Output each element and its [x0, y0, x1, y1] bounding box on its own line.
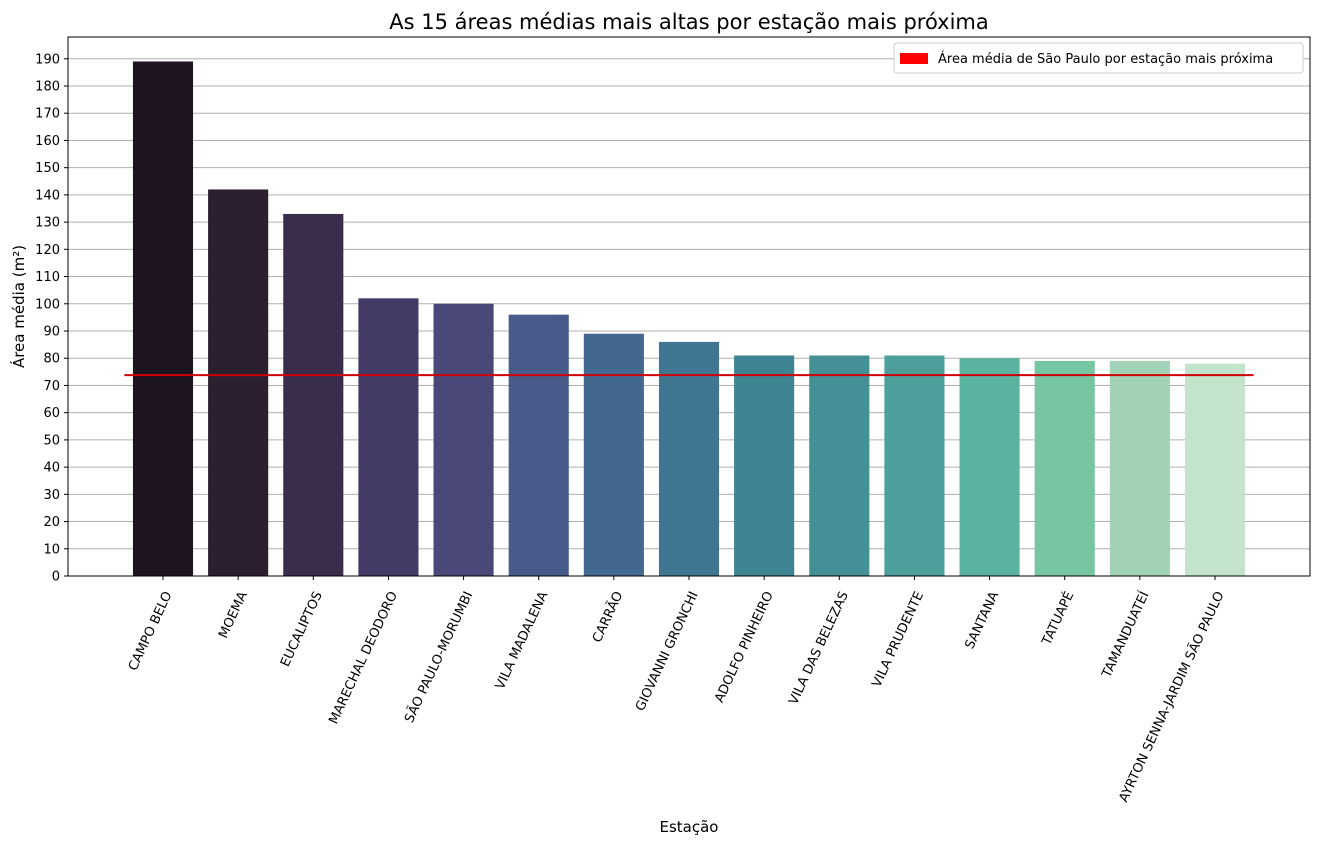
y-tick-label: 190 [35, 52, 60, 67]
x-tick-label: CAMPO BELO [126, 589, 176, 673]
y-tick-label: 130 [35, 216, 60, 231]
x-tick-label: VILA DAS BELEZAS [786, 589, 852, 707]
x-tick-label: GIOVANNI GRONCHI [633, 589, 702, 713]
bar [959, 358, 1020, 576]
bar [658, 341, 720, 576]
y-tick-label: 100 [35, 297, 60, 312]
bar [283, 213, 344, 576]
bar [1184, 363, 1246, 576]
bar [884, 355, 945, 576]
y-tick-label: 80 [43, 352, 60, 367]
bar [1109, 360, 1170, 576]
x-tick-label: VILA MADALENA [493, 589, 552, 692]
bar [208, 189, 269, 576]
x-tick-label: SÃO PAULO-MORUMBI [401, 589, 476, 725]
bar [433, 303, 494, 576]
y-tick-label: 150 [35, 161, 60, 176]
bar [734, 355, 795, 576]
legend: Área média de São Paulo por estação mais… [893, 42, 1304, 74]
x-tick-label: MARECHAL DEODORO [326, 589, 401, 726]
bar [583, 333, 644, 576]
y-tick-label: 110 [35, 270, 60, 285]
y-tick-label: 160 [35, 134, 60, 149]
y-tick-label: 10 [43, 542, 60, 557]
legend-box [893, 42, 1304, 74]
chart-title: As 15 áreas médias mais altas por estaçã… [389, 10, 989, 34]
bars [132, 61, 1246, 576]
y-tick-label: 70 [43, 379, 60, 394]
x-tick-label: TAMANDUATEÍ [1098, 589, 1152, 681]
y-tick-label: 50 [43, 433, 60, 448]
x-tick-label: SANTANA [963, 589, 1003, 651]
x-tick-label: CARRÃO [589, 589, 626, 645]
bar [358, 298, 419, 576]
y-tick-label: 90 [43, 325, 60, 340]
legend-swatch [900, 53, 928, 64]
x-tick-label: TATUAPÉ [1038, 589, 1077, 649]
y-tick-label: 120 [35, 243, 60, 258]
bar [1034, 360, 1095, 576]
grid-lines [68, 58, 1310, 550]
bar [132, 61, 194, 576]
y-tick-label: 180 [35, 80, 60, 95]
y-tick-label: 40 [43, 461, 60, 476]
y-tick-label: 20 [43, 515, 60, 530]
y-tick-label: 0 [52, 570, 60, 585]
y-tick-label: 140 [35, 188, 60, 203]
y-tick-label: 170 [35, 107, 60, 122]
y-axis-label: Área média (m²) [9, 245, 28, 368]
x-axis-ticks: CAMPO BELO MOEMA EUCALIPTOS MARECHAL DEODOR… [126, 576, 1228, 805]
x-axis-label: Estação [660, 818, 719, 836]
x-tick-label: MOEMA [216, 589, 251, 641]
legend-label: Área média de São Paulo por estação mais… [938, 51, 1273, 67]
x-tick-label: EUCALIPTOS [278, 589, 326, 669]
bar [809, 355, 870, 576]
y-axis-ticks: 0 10 20 30 40 50 60 70 80 90 100 110 120 130 140 150 160… [35, 52, 68, 585]
y-tick-label: 60 [43, 406, 60, 421]
y-tick-label: 30 [43, 488, 60, 503]
x-tick-label: ADOLFO PINHEIRO [712, 589, 777, 705]
x-tick-label: VILA PRUDENTE [870, 589, 927, 689]
bar [508, 314, 569, 576]
